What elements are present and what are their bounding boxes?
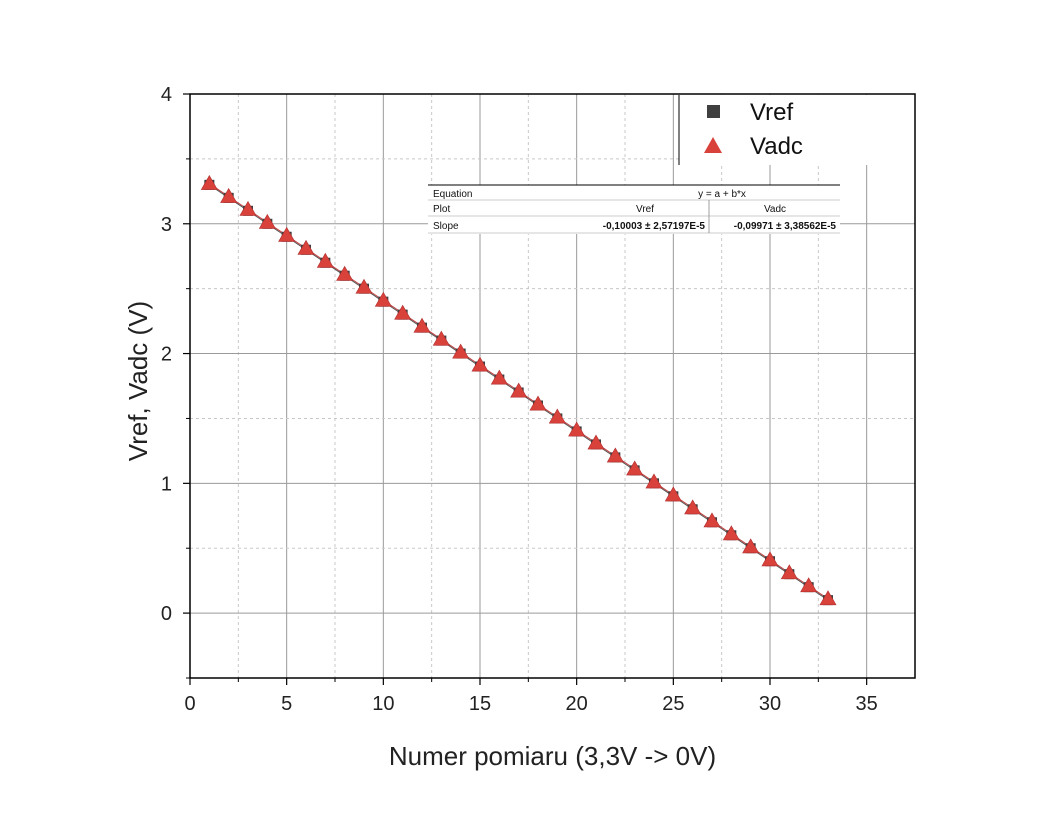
point-vadc [258,213,276,229]
point-vadc [355,278,373,294]
legend: Vref Vadc [678,95,914,165]
x-tick-label: 0 [184,693,195,715]
fit-plot-vref: Vref [636,204,654,215]
point-vadc [780,564,798,580]
fit-equation-value: y = a + b*x [698,189,746,200]
x-tick-label: 30 [759,693,781,715]
fit-slope-label: Slope [433,221,459,232]
data-marks [200,174,837,606]
point-vadc [529,395,547,411]
point-vadc [606,447,624,463]
point-vadc [200,174,218,190]
point-vadc [220,187,238,203]
point-vadc [703,512,721,528]
x-tick-label: 5 [281,693,292,715]
y-axis-title: Vref, Vadc (V) [123,301,153,461]
point-vadc [761,551,779,567]
point-vadc [819,590,837,606]
point-vadc [722,525,740,541]
y-tick-label: 4 [161,84,172,106]
legend-label-vadc: Vadc [750,133,803,160]
fit-equation-label: Equation [433,189,472,200]
point-vadc [239,200,257,216]
point-vadc [471,356,489,372]
fit-table-rules [428,184,840,234]
fit-slope-vadc: -0,09971 ± 3,38562E-5 [734,221,837,232]
x-tick-label: 35 [856,693,878,715]
legend-marker-vref [707,105,720,118]
point-vadc [626,460,644,476]
fit-slope-vref: -0,10003 ± 2,57197E-5 [603,221,706,232]
point-vadc [432,330,450,346]
y-tick-label: 1 [161,473,172,495]
point-vadc [316,252,334,268]
point-vadc [374,291,392,307]
fit-results-table: Equation y = a + b*x Plot Vref Vadc Slop… [428,184,840,234]
point-vadc [490,369,508,385]
point-vadc [548,408,566,424]
point-vadc [800,577,818,593]
y-tick-label: 2 [161,344,172,366]
point-vadc [742,538,760,554]
point-vadc [587,434,605,450]
point-vadc [664,486,682,502]
point-vadc [510,382,528,398]
fit-plot-vadc: Vadc [764,204,786,215]
axis-ticks: 0 5 10 15 20 25 30 35 0 1 2 3 4 [161,84,878,715]
point-vadc [684,499,702,515]
x-tick-label: 20 [566,693,588,715]
point-vadc [278,226,296,242]
x-axis-title: Numer pomiaru (3,3V -> 0V) [389,741,716,771]
x-tick-label: 25 [662,693,684,715]
fit-plot-label: Plot [433,204,450,215]
point-vadc [413,317,431,333]
x-tick-label: 10 [372,693,394,715]
y-tick-label: 3 [161,214,172,236]
x-tick-label: 15 [469,693,491,715]
point-vadc [645,473,663,489]
fit-table-background [428,185,840,234]
legend-marker-vadc [704,137,722,153]
y-tick-label: 0 [161,603,172,625]
point-vadc [452,343,470,359]
point-vadc [336,265,354,281]
plot-frame [189,93,916,679]
legend-label-vref: Vref [750,99,793,126]
point-vadc [568,421,586,437]
point-vadc [394,304,412,320]
point-vadc [297,239,315,255]
